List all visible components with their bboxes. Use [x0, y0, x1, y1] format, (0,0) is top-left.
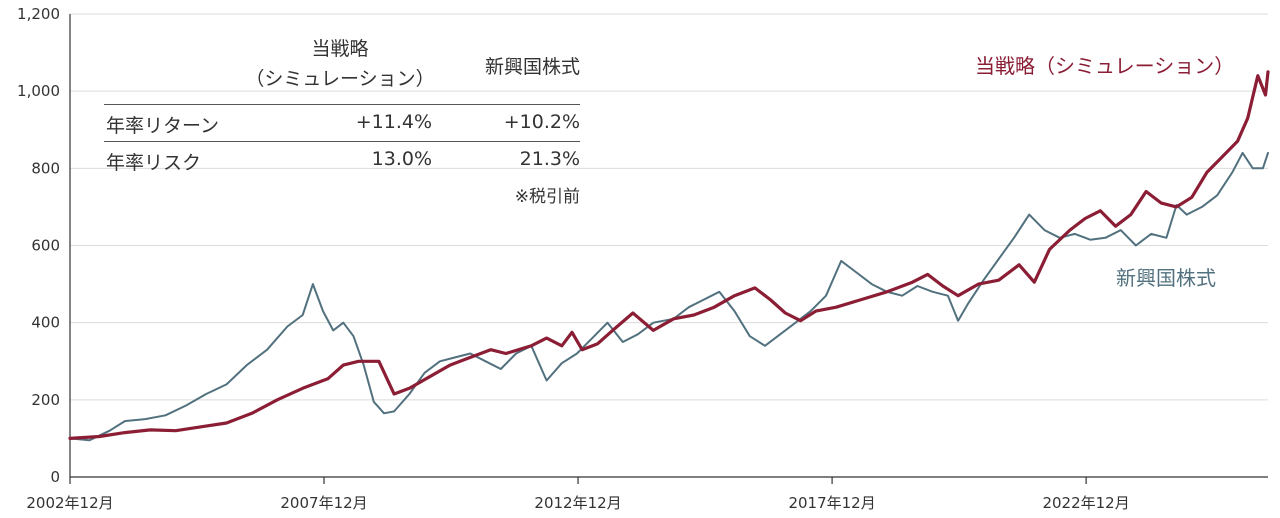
y-tick-label: 1,200 [17, 5, 60, 23]
row-strategy-value: 13.0% [371, 148, 432, 170]
row-strategy-value: +11.4% [355, 111, 432, 133]
y-tick-label: 400 [31, 314, 60, 332]
y-tick-label: 200 [31, 391, 60, 409]
x-tick-label: 2007年12月 [280, 494, 367, 512]
stats-table-header: 当戦略 （シミュレーション） 新興国株式 [104, 34, 580, 104]
table-row: 年率リスク 13.0% 21.3% [104, 141, 580, 178]
header-strategy-line1: 当戦略 [311, 38, 369, 60]
tax-note: ※税引前 [514, 187, 580, 207]
x-tick-label: 2002年12月 [26, 494, 113, 512]
header-em: 新興国株式 [484, 56, 580, 78]
series-line-em [69, 151, 1269, 442]
x-tick-label: 2022年12月 [1042, 494, 1129, 512]
y-tick-label: 600 [31, 237, 60, 255]
x-tick-label: 2012年12月 [534, 494, 621, 512]
stats-table: 当戦略 （シミュレーション） 新興国株式 年率リターン +11.4% +10.2… [104, 34, 580, 207]
header-strategy: 当戦略 （シミュレーション） [240, 34, 440, 94]
y-tick-label: 800 [31, 159, 60, 177]
series-label-em: 新興国株式 [1116, 266, 1216, 290]
y-tick-label: 1,000 [17, 82, 60, 100]
row-label: 年率リターン [106, 115, 220, 137]
table-row: 年率リターン +11.4% +10.2% [104, 104, 580, 141]
series-line-strategy [68, 70, 1270, 440]
y-tick-label: 0 [50, 468, 60, 486]
x-tick-label: 2017年12月 [788, 494, 875, 512]
row-label: 年率リスク [106, 152, 202, 174]
series-label-strategy: 当戦略（シミュレーション） [975, 54, 1235, 78]
header-strategy-line2: （シミュレーション） [245, 68, 435, 90]
row-em-value: +10.2% [503, 111, 580, 133]
row-em-value: 21.3% [519, 148, 580, 170]
